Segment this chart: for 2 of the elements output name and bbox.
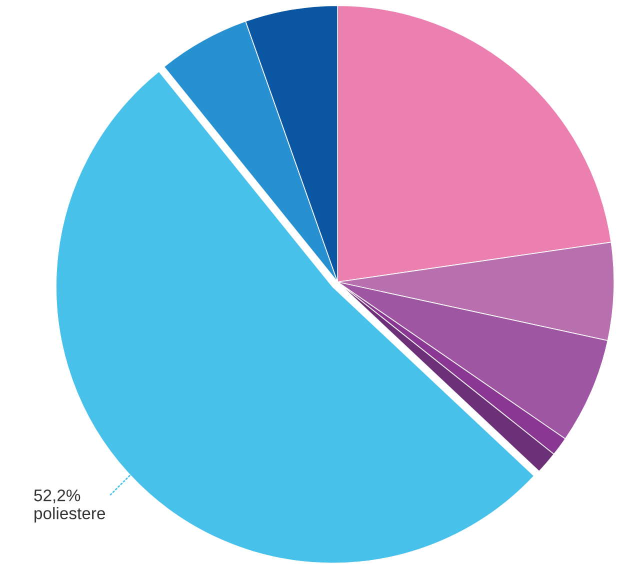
slice-label: poliestere xyxy=(34,507,105,523)
data-label: 52,2% xyxy=(34,490,80,504)
